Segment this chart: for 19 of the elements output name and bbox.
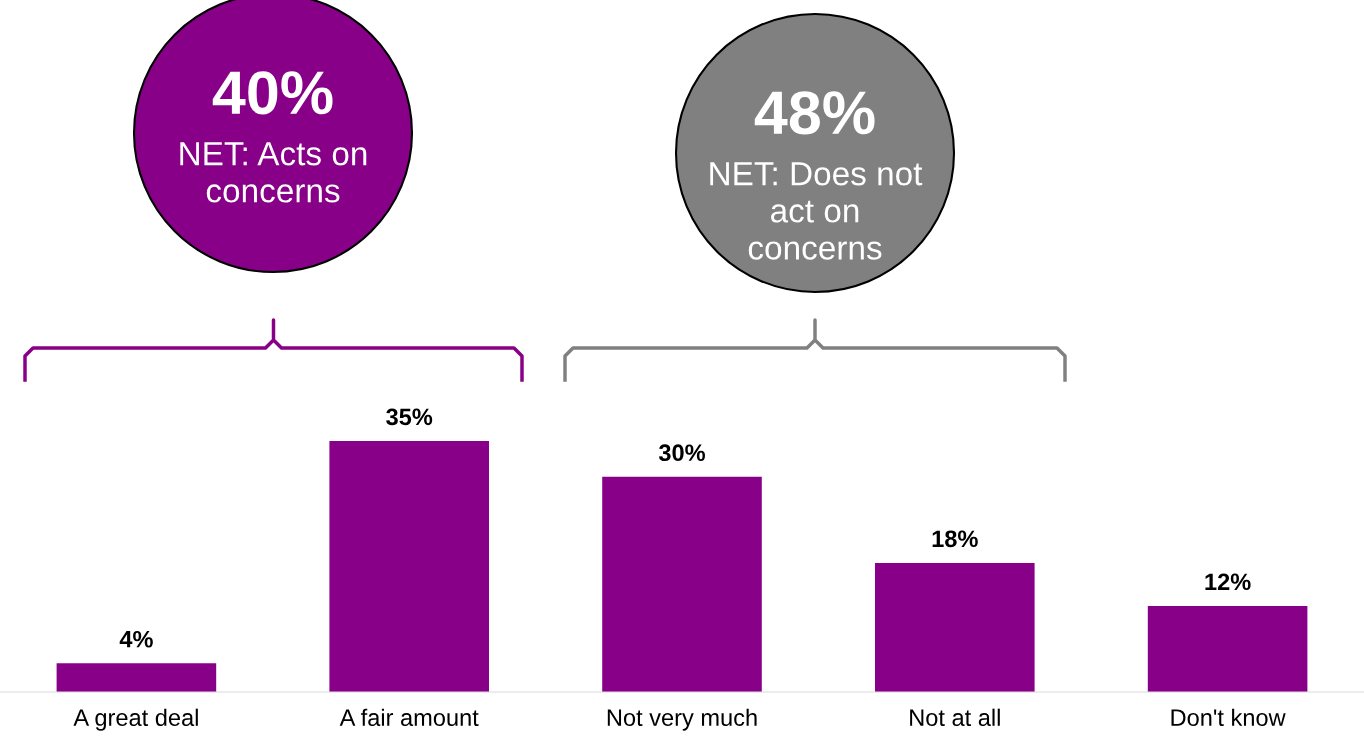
x-tick-label: Not at all: [910, 708, 1000, 727]
text: NET: Does not act on concerns: [710, 162, 923, 260]
data-label: 35%: [386, 408, 433, 426]
data-label: 12%: [1205, 573, 1251, 591]
x-tick-label: A fair amount: [339, 708, 479, 727]
text: NET: Acts on concerns: [180, 142, 367, 203]
data-label: 18%: [932, 530, 978, 548]
x-tick-label: Not very much: [607, 708, 757, 731]
data-label: 4%: [119, 630, 153, 648]
bar: [1147, 605, 1308, 692]
bar: [602, 476, 762, 692]
x-tick-label: A great deal: [73, 708, 198, 731]
text: 40%: [212, 71, 333, 115]
x-tick-label: Don't know: [1171, 708, 1286, 727]
bar: [875, 562, 1035, 692]
data-label: 30%: [658, 444, 706, 462]
bar: [329, 441, 489, 692]
bar: [56, 663, 217, 692]
text: 48%: [754, 91, 875, 135]
